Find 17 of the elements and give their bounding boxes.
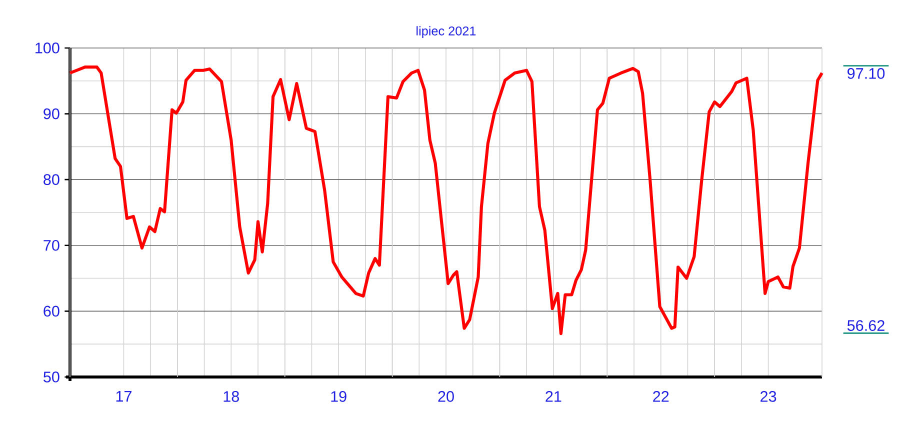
text: 56.62 [847,320,884,331]
y-tick-label: 60 [44,306,60,317]
y-tick-label: 50 [44,372,60,382]
x-tick-label: 21 [546,391,562,402]
y-tick-label: 100 [36,42,60,54]
chart-title: lipiec 2021 [416,26,476,38]
text: 97.10 [848,68,885,79]
line-series [68,66,824,336]
y-tick-label: 80 [44,174,60,186]
y-tick-label: 90 [44,108,60,120]
x-tick-label: 19 [331,391,346,402]
x-tick-label: 22 [653,391,669,402]
x-tick-label: 20 [438,391,454,402]
x-tick-label: 18 [224,391,240,402]
y-tick-label: 70 [44,240,60,251]
x-tick-label: 17 [116,391,132,402]
x-tick-label: 23 [760,391,776,402]
